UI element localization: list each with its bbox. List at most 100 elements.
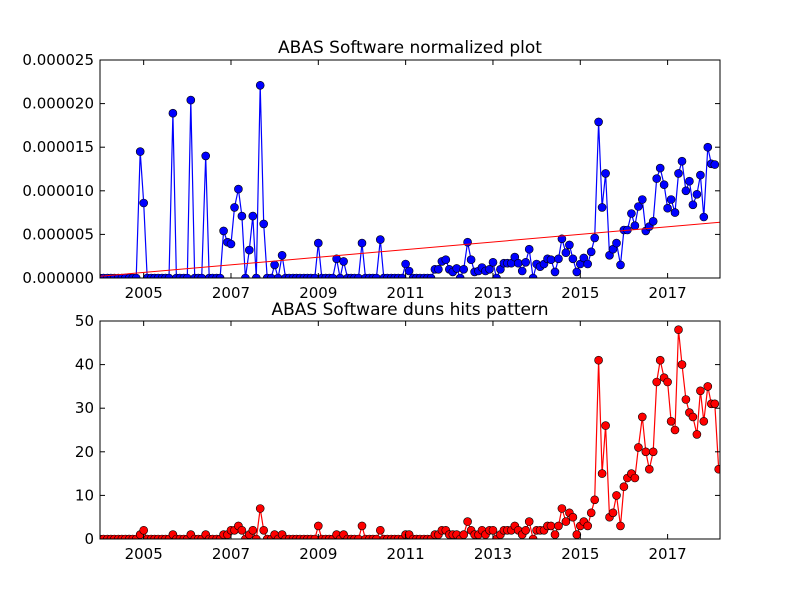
normalized-data-point [586, 247, 596, 257]
normalized-x-tick-label: 2015 [561, 284, 599, 302]
normalized-data-point [277, 251, 287, 260]
normalized-data-point [197, 273, 206, 278]
normalized-data-point [710, 160, 720, 169]
normalized-data-point [201, 151, 210, 161]
normalized-plot-panel: ABAS Software normalized plot 2005 2007 20… [22, 38, 721, 302]
duns-hits-data-point [255, 504, 265, 513]
normalized-y-tick-label: 0.000010 [22, 182, 94, 200]
normalized-data-point [463, 237, 472, 247]
duns-hits-data-point [703, 382, 713, 391]
normalized-data-point [634, 202, 643, 211]
normalized-data-point [339, 257, 348, 266]
duns-hits-x-tick-label: 2007 [212, 545, 250, 563]
normalized-data-point [266, 273, 276, 278]
duns-hits-data-point [310, 534, 320, 539]
duns-hits-y-tick-label: 40 [75, 356, 94, 374]
duns-hits-data-point [252, 534, 261, 539]
duns-hits-y-tick-label: 50 [75, 312, 94, 330]
duns-hits-data-point [546, 521, 556, 531]
duns-hits-data-point [561, 517, 571, 526]
duns-hits-data-point [528, 534, 538, 539]
duns-hits-data-point [521, 525, 531, 535]
duns-hits-data-point [619, 482, 629, 492]
normalized-data-point [485, 264, 494, 274]
normalized-data-point [248, 211, 258, 221]
duns-hits-data-point [612, 491, 621, 500]
duns-hits-data-point [644, 464, 654, 474]
normalized-data-point [696, 170, 705, 180]
normalized-x-tick-label: 2013 [474, 284, 512, 302]
normalized-data-point [666, 195, 676, 204]
normalized-data-point [328, 273, 337, 278]
normalized-data-point [335, 273, 345, 278]
normalized-x-tick-label: 2007 [212, 284, 250, 302]
normalized-data-point [273, 273, 283, 278]
normalized-data-point [550, 267, 560, 277]
duns-hits-y-tick-label: 30 [75, 399, 94, 417]
normalized-y-tick-label: 0.000000 [22, 269, 94, 287]
normalized-data-point [546, 255, 556, 265]
duns-hits-x-tick-label: 2005 [125, 545, 163, 563]
duns-hits-data-point [524, 517, 534, 526]
normalized-data-point [703, 142, 713, 152]
normalized-data-point [219, 226, 228, 236]
normalized-plot-title: ABAS Software normalized plot [278, 38, 542, 58]
normalized-plot-frame [99, 59, 721, 279]
normalized-data-point [590, 233, 600, 243]
duns-hits-data-point [488, 525, 498, 535]
duns-hits-data-point [459, 530, 469, 539]
duns-hits-data-point [572, 530, 582, 539]
duns-hits-data-point [601, 421, 610, 430]
normalized-x-tick-label: 2017 [649, 284, 687, 302]
normalized-data-point [404, 266, 414, 276]
normalized-data-point [135, 147, 145, 156]
duns-hits-y-tick-label: 10 [75, 486, 94, 504]
duns-hits-data-point [608, 508, 618, 518]
normalized-data-point [252, 273, 261, 278]
duns-hits-data-point [237, 525, 247, 535]
normalized-data-point [637, 195, 647, 204]
duns-hits-data-point [670, 425, 680, 435]
normalized-data-point [572, 267, 582, 277]
normalized-data-point [255, 81, 265, 90]
duns-hits-data-point [688, 412, 698, 422]
normalized-data-point [434, 264, 443, 274]
normalized-data-point [612, 238, 621, 248]
duns-hits-data-point [616, 521, 625, 531]
normalized-data-point [627, 209, 636, 218]
duns-hits-data-point [710, 399, 720, 409]
normalized-data-point [488, 257, 498, 267]
normalized-data-point [357, 238, 367, 248]
normalized-data-point [310, 273, 320, 278]
normalized-data-point [245, 245, 254, 255]
duns-hits-data-point [354, 534, 363, 539]
normalized-y-tick-label: 0.000005 [22, 225, 94, 243]
normalized-data-point [521, 257, 531, 267]
normalized-series-group [100, 81, 720, 278]
normalized-data-point [685, 176, 694, 186]
duns-hits-data-point [586, 508, 596, 518]
normalized-data-point [648, 217, 658, 226]
duns-hits-data-point [568, 512, 578, 522]
normalized-data-point [139, 198, 148, 208]
duns-hits-frame [99, 320, 721, 540]
normalized-data-point [674, 169, 683, 178]
normalized-data-point [241, 273, 250, 278]
duns-hits-data-point [674, 325, 683, 335]
normalized-data-point [441, 255, 451, 265]
normalized-data-point [426, 273, 436, 278]
duns-hits-data-point [594, 355, 603, 365]
duns-hits-data-point [681, 395, 691, 404]
normalized-data-point [692, 190, 702, 199]
duns-hits-data-point [652, 377, 662, 387]
normalized-data-point [466, 255, 476, 265]
normalized-data-point [259, 219, 269, 229]
duns-hits-y-tick-label: 0 [84, 530, 94, 548]
duns-hits-series-group [100, 325, 720, 539]
duns-hits-data-point [357, 521, 367, 531]
duns-hits-data-point [375, 525, 385, 535]
normalized-data-point [677, 156, 687, 166]
duns-hits-x-tick-label: 2011 [387, 545, 425, 563]
duns-hits-data-point [259, 525, 269, 535]
